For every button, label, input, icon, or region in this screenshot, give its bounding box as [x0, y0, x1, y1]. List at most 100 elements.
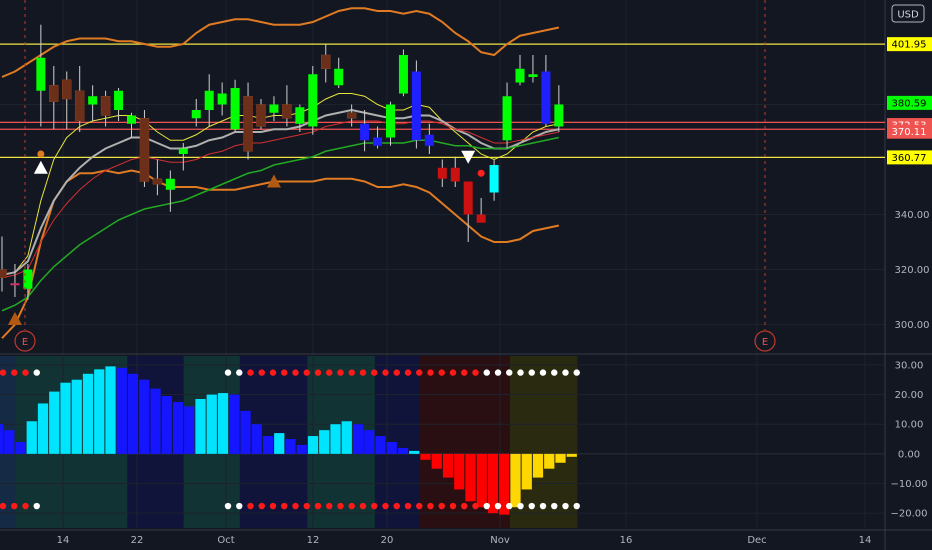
squeeze-dot-1-41: [461, 502, 468, 510]
squeeze-dot-1-36: [404, 502, 412, 510]
hist-bar-46: [510, 453, 521, 508]
time-axis[interactable]: 14 22 Oct 12 20 Nov 16 Dec 14: [0, 529, 932, 546]
hist-bar-34: [375, 436, 386, 454]
candle-body-31: [398, 55, 408, 94]
candle-body-16: [204, 90, 214, 110]
hist-bar-11: [116, 367, 127, 454]
hist-bar-40: [442, 453, 454, 478]
momentum-histogram: [0, 366, 577, 515]
signal-marker-1: [266, 174, 281, 188]
squeeze-dot-1-37: [416, 502, 423, 510]
candle-body-13: [165, 178, 175, 190]
price-axis[interactable]: 300.00320.00340.00401.95380.59372.53370.…: [887, 37, 932, 520]
price-label-1: 380.59: [892, 98, 927, 109]
squeeze-dot-1-34: [382, 502, 389, 510]
squeeze-dot-0-33: [371, 369, 378, 376]
time-tick-2: Oct: [217, 535, 234, 546]
candle-body-28: [360, 123, 370, 141]
squeeze-dots: [0, 369, 580, 510]
candle-body-34: [437, 167, 447, 179]
price-label-box-1: [887, 95, 932, 110]
candle-body-26: [334, 68, 344, 86]
hist-bar-15: [161, 396, 172, 454]
hist-bar-51: [566, 453, 577, 457]
time-tick-6: 16: [620, 535, 633, 546]
candle-body-18: [230, 88, 240, 130]
squeeze-dot-1-21: [236, 502, 243, 510]
candle-body-0: [0, 269, 7, 278]
indicator-band-4: [239, 356, 308, 528]
candle-body-37: [476, 214, 486, 223]
hist-bar-48: [532, 453, 544, 478]
squeeze-dot-1-51: [573, 502, 580, 510]
hist-bar-23: [251, 424, 262, 454]
hist-bar-10: [105, 366, 116, 454]
squeeze-dot-1-47: [528, 502, 535, 510]
squeeze-dot-1-31: [348, 502, 355, 510]
series-ema-long: [1, 120, 559, 279]
candle-body-3: [36, 57, 46, 91]
squeeze-dot-0-44: [494, 369, 502, 376]
currency-button-box[interactable]: [891, 4, 925, 23]
series-band-lower: [1, 169, 560, 339]
hist-bar-32: [352, 424, 364, 454]
squeeze-dot-1-44: [494, 502, 502, 510]
candle-body-27: [346, 112, 357, 119]
squeeze-dot-0-50: [562, 369, 569, 376]
earnings-badge-0: [14, 330, 36, 352]
squeeze-dot-1-2: [22, 502, 29, 510]
candle-body-32: [411, 71, 421, 141]
squeeze-dot-0-21: [236, 369, 243, 376]
squeeze-dot-0-24: [269, 369, 277, 376]
series-ema-trend: [1, 136, 560, 312]
candle-body-41: [528, 74, 538, 77]
candle-body-42: [541, 71, 551, 124]
candle-body-36: [463, 181, 473, 215]
candle-body-35: [450, 167, 460, 182]
candle-body-9: [114, 90, 124, 110]
price-tick-2: 340.00: [895, 210, 930, 221]
candle-body-20: [256, 104, 266, 127]
candle-body-43: [554, 104, 564, 127]
candle-body-29: [373, 137, 383, 146]
squeeze-dot-1-35: [393, 502, 400, 510]
price-label-box-3: [887, 124, 932, 139]
candle-body-23: [295, 107, 305, 124]
squeeze-dot-0-34: [382, 369, 389, 376]
hist-bar-16: [172, 401, 184, 454]
squeeze-dot-0-25: [281, 369, 288, 376]
candle-body-19: [243, 96, 253, 152]
time-tick-8: 14: [859, 535, 872, 546]
price-label-4: 360.77: [892, 153, 927, 164]
price-label-3: 370.11: [892, 127, 927, 138]
squeeze-dot-0-43: [483, 369, 490, 376]
candle-body-25: [321, 54, 331, 69]
time-tick-7: Dec: [747, 535, 766, 546]
squeeze-dot-0-45: [506, 369, 513, 376]
candle-body-14: [178, 148, 188, 154]
indicator-tick-3: 0.00: [898, 449, 920, 460]
hist-bar-18: [195, 399, 206, 454]
hist-bar-45: [499, 453, 510, 515]
hist-bar-31: [341, 421, 352, 454]
squeeze-dot-0-30: [337, 369, 344, 376]
hist-bar-13: [139, 379, 150, 454]
price-tick-0: 300.00: [895, 320, 930, 331]
candle-body-22: [282, 104, 292, 119]
squeeze-dot-1-39: [438, 502, 445, 510]
hist-bar-35: [386, 442, 397, 454]
candle-body-11: [139, 118, 150, 182]
squeeze-dot-1-22: [247, 502, 254, 510]
signal-marker-3: [7, 312, 22, 325]
series-ema-short: [1, 93, 559, 276]
currency-label[interactable]: USD: [897, 10, 919, 21]
currency-button[interactable]: USD: [891, 4, 925, 23]
squeeze-dot-1-45: [506, 502, 513, 510]
hist-bar-4: [37, 403, 49, 454]
squeeze-dot-0-41: [461, 369, 468, 376]
hist-bar-3: [26, 421, 37, 454]
squeeze-dot-1-26: [292, 502, 299, 510]
squeeze-dot-1-0: [0, 502, 7, 510]
squeeze-dot-1-28: [314, 502, 322, 510]
